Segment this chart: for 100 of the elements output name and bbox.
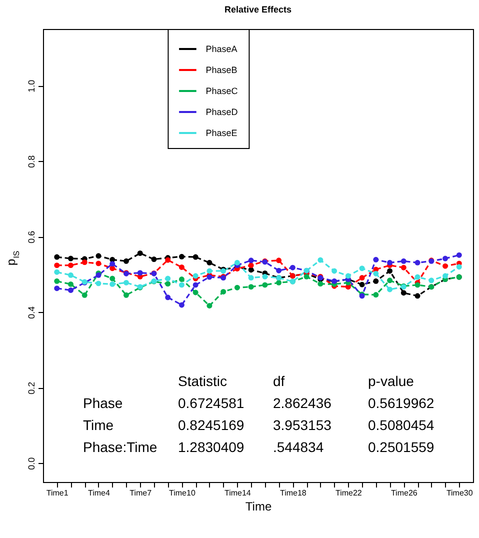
point bbox=[68, 256, 74, 262]
point bbox=[234, 284, 240, 290]
annotation: 0.2501559 bbox=[368, 439, 434, 455]
point bbox=[456, 264, 462, 270]
point bbox=[359, 266, 365, 272]
annotation: Time bbox=[83, 417, 114, 433]
point bbox=[178, 254, 184, 260]
point bbox=[54, 254, 60, 260]
point bbox=[123, 258, 129, 264]
x-tick-label: Time7 bbox=[130, 488, 152, 498]
point bbox=[400, 290, 406, 296]
point bbox=[54, 262, 60, 268]
point bbox=[96, 253, 102, 259]
point bbox=[54, 278, 60, 284]
x-tick-label: Time1 bbox=[46, 488, 69, 498]
point bbox=[276, 268, 282, 274]
point bbox=[345, 273, 351, 279]
point bbox=[373, 292, 379, 298]
point bbox=[276, 258, 282, 264]
point bbox=[359, 275, 365, 281]
annotation: 1.2830409 bbox=[178, 439, 244, 455]
annotation: 0.8245169 bbox=[178, 417, 244, 433]
legend-label: PhaseA bbox=[206, 44, 238, 54]
point bbox=[178, 264, 184, 270]
point bbox=[234, 260, 240, 266]
point bbox=[110, 276, 116, 282]
point bbox=[414, 274, 420, 280]
y-tick-label: 0.6 bbox=[26, 230, 36, 244]
point bbox=[151, 256, 157, 262]
annotation: p-value bbox=[368, 373, 414, 389]
point bbox=[387, 260, 393, 266]
point bbox=[248, 262, 254, 268]
point bbox=[248, 275, 254, 281]
y-axis-title: pIS bbox=[4, 250, 21, 266]
point bbox=[96, 280, 102, 286]
point bbox=[178, 282, 184, 288]
point bbox=[192, 273, 198, 279]
point bbox=[54, 269, 60, 275]
point bbox=[304, 274, 310, 280]
point bbox=[456, 252, 462, 258]
point bbox=[178, 276, 184, 282]
point bbox=[276, 280, 282, 286]
point bbox=[206, 260, 212, 266]
point bbox=[110, 266, 116, 272]
y-tick-label: 1.0 bbox=[26, 80, 36, 92]
y-tick-label: 0.4 bbox=[26, 306, 36, 319]
point bbox=[68, 272, 74, 278]
point bbox=[165, 257, 171, 263]
point bbox=[318, 281, 324, 287]
annotation: .544834 bbox=[273, 439, 324, 455]
point bbox=[373, 278, 379, 284]
legend-label: PhaseE bbox=[206, 128, 238, 138]
x-tick-label: Time14 bbox=[224, 488, 252, 498]
x-tick-label: Time4 bbox=[88, 488, 110, 498]
point bbox=[400, 258, 406, 264]
point bbox=[178, 302, 184, 308]
point bbox=[248, 284, 254, 290]
point bbox=[442, 263, 448, 269]
point bbox=[192, 254, 198, 260]
point bbox=[123, 292, 129, 298]
chart-title: Relative Effects bbox=[224, 4, 292, 14]
point bbox=[220, 289, 226, 294]
point bbox=[262, 274, 268, 280]
point bbox=[165, 294, 171, 300]
point bbox=[192, 282, 198, 288]
x-tick-label: Time30 bbox=[446, 488, 474, 498]
point bbox=[290, 264, 296, 270]
point bbox=[165, 276, 171, 282]
point bbox=[414, 282, 420, 288]
point bbox=[123, 280, 129, 286]
annotation: 2.862436 bbox=[273, 395, 332, 411]
point bbox=[359, 282, 365, 288]
point bbox=[262, 282, 268, 288]
annotation: Statistic bbox=[178, 373, 228, 389]
point bbox=[54, 286, 60, 292]
point bbox=[96, 260, 102, 266]
point bbox=[68, 281, 74, 287]
point bbox=[442, 256, 448, 262]
point bbox=[414, 293, 420, 299]
point bbox=[387, 268, 393, 274]
y-tick-label: 0.8 bbox=[26, 155, 36, 168]
point bbox=[82, 292, 88, 298]
x-tick-label: Time10 bbox=[169, 488, 196, 498]
point bbox=[373, 270, 379, 276]
point bbox=[110, 281, 116, 287]
legend-label: PhaseD bbox=[206, 107, 238, 117]
annotation: 0.6724581 bbox=[178, 395, 244, 411]
x-tick-label: Time18 bbox=[280, 488, 307, 498]
point bbox=[206, 268, 212, 274]
point bbox=[387, 278, 393, 284]
point bbox=[137, 250, 143, 256]
point bbox=[137, 270, 143, 276]
point bbox=[82, 260, 88, 266]
annotation: 0.5080454 bbox=[368, 417, 434, 433]
point bbox=[110, 261, 116, 267]
annotation: df bbox=[273, 373, 285, 389]
point bbox=[442, 273, 448, 279]
annotation: Phase:Time bbox=[83, 439, 158, 455]
point bbox=[400, 264, 406, 270]
y-tick-label: 0.0 bbox=[26, 457, 36, 470]
